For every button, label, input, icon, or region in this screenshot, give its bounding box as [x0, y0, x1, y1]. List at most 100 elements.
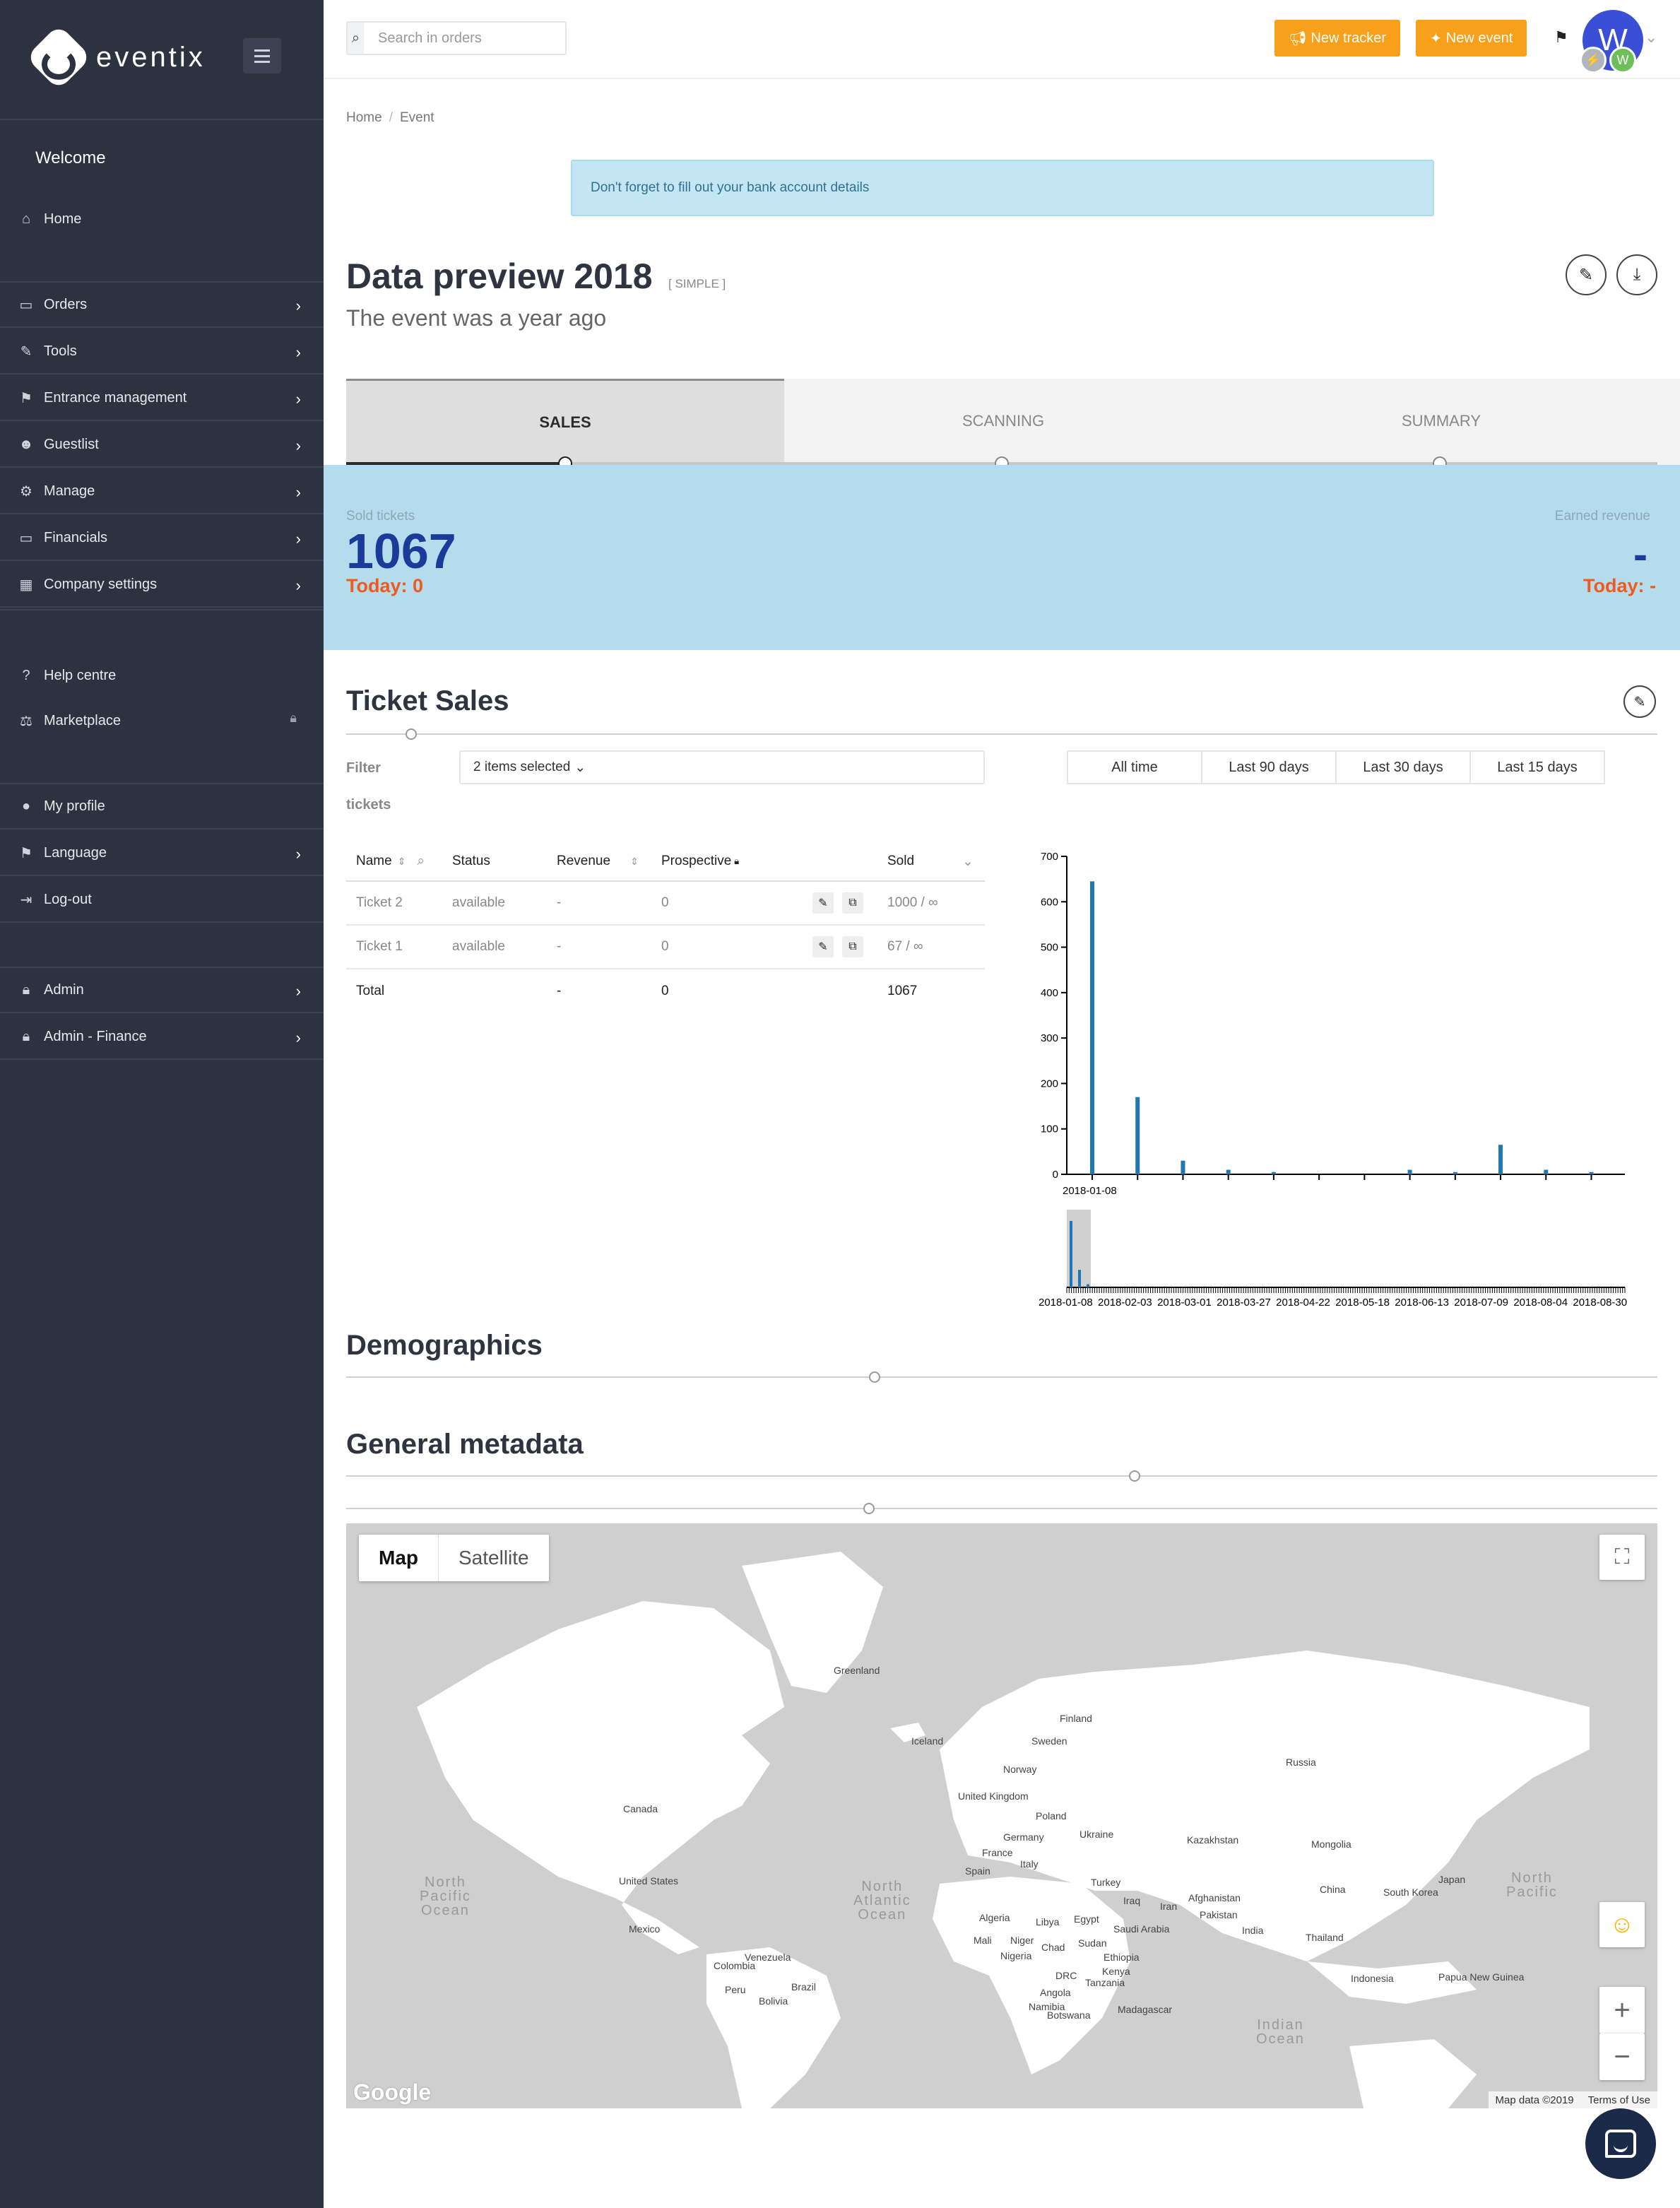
- sidebar-item-label: Tools: [44, 343, 77, 359]
- menu-toggle-button[interactable]: [243, 38, 281, 73]
- map-place-label: Algeria: [979, 1912, 1010, 1923]
- sidebar-divider: [0, 967, 324, 968]
- flag-icon: ⚑: [20, 845, 32, 861]
- map-land: [417, 1552, 1590, 2108]
- sold-tickets-label: Sold tickets: [346, 509, 415, 524]
- ticket-sales-settings-button[interactable]: ✎: [1623, 685, 1656, 718]
- new-tracker-button[interactable]: 📢︎ New tracker: [1274, 20, 1401, 57]
- column-menu-icon[interactable]: ⌄: [962, 854, 974, 869]
- map-type-satellite-button[interactable]: Satellite: [459, 1547, 529, 1569]
- overview-bar: [1087, 1284, 1089, 1287]
- sidebar-item-tools[interactable]: ✎ Tools ›: [0, 329, 324, 374]
- map-place-label: Chad: [1041, 1942, 1065, 1953]
- map-place-label: Mali: [974, 1935, 992, 1946]
- range-last-30-button[interactable]: Last 30 days: [1335, 750, 1471, 784]
- money-icon: ▭: [19, 530, 33, 546]
- map-place-label: Italy: [1020, 1858, 1039, 1870]
- sold-tickets-value: 1067: [346, 524, 456, 579]
- overview-tick-label: 2018-05-18: [1335, 1297, 1390, 1309]
- sidebar-item-label: Guestlist: [44, 436, 99, 452]
- map-place-label: Turkey: [1091, 1877, 1121, 1888]
- sidebar-divider: [0, 609, 324, 610]
- sidebar-item-help-centre[interactable]: ? Help centre: [0, 653, 324, 698]
- y-tick-label: 700: [1041, 851, 1058, 863]
- map-place-label: Botswana: [1047, 2009, 1091, 2021]
- tab-sales[interactable]: SALES: [346, 379, 784, 464]
- zoom-out-button[interactable]: −: [1599, 2033, 1645, 2080]
- street-view-pegman-icon[interactable]: ☺: [1599, 1902, 1645, 1947]
- range-last-15-button[interactable]: Last 15 days: [1469, 750, 1605, 784]
- map-type-map-button[interactable]: Map: [359, 1535, 439, 1581]
- overview-tick-label: 2018-03-01: [1157, 1297, 1212, 1309]
- download-button[interactable]: ⤓: [1616, 254, 1657, 295]
- sidebar-item-orders[interactable]: ▭ Orders ›: [0, 283, 324, 328]
- edit-button[interactable]: ✎: [1566, 254, 1607, 295]
- sidebar-item-my-profile[interactable]: ● My profile: [0, 784, 324, 830]
- copy-icon[interactable]: ⧉: [842, 936, 863, 957]
- map-place-label: Sweden: [1031, 1735, 1067, 1747]
- sidebar-item-marketplace[interactable]: ⚖ Marketplace 🔒︎: [0, 698, 324, 743]
- sidebar-item-admin-finance[interactable]: 🔒︎ Admin - Finance ›: [0, 1015, 324, 1060]
- search-box: ⌕: [346, 21, 567, 55]
- sidebar-item-language[interactable]: ⚑ Language ›: [0, 831, 324, 876]
- overview-tick-label: 2018-02-03: [1098, 1297, 1152, 1309]
- map-footer: Map data ©2019 Terms of Use: [1488, 2091, 1657, 2108]
- map-place-label: Germany: [1003, 1831, 1044, 1843]
- sidebar-item-log-out[interactable]: ⇥ Log-out: [0, 878, 324, 923]
- map-place-label: Saudi Arabia: [1113, 1923, 1170, 1935]
- search-icon[interactable]: ⌕: [417, 854, 425, 868]
- col-revenue[interactable]: Revenue ⇕: [557, 854, 639, 868]
- map-place-label: Japan: [1438, 1874, 1466, 1885]
- sidebar-item-home[interactable]: ⌂ Home: [0, 196, 324, 242]
- edit-icon[interactable]: ✎: [812, 936, 834, 957]
- sidebar-item-financials[interactable]: ▭ Financials ›: [0, 516, 324, 561]
- sidebar-item-guestlist[interactable]: ☻ Guestlist ›: [0, 423, 324, 468]
- breadcrumb-home[interactable]: Home: [346, 110, 382, 125]
- sidebar-item-admin[interactable]: 🔒︎ Admin ›: [0, 968, 324, 1013]
- range-last-90-button[interactable]: Last 90 days: [1201, 750, 1337, 784]
- zoom-in-button[interactable]: +: [1599, 1987, 1645, 2033]
- sidebar-item-entrance-management[interactable]: ⚑ Entrance management ›: [0, 376, 324, 421]
- table-row[interactable]: Ticket 2 available - 0 ✎ ⧉ 1000 / ∞: [346, 882, 985, 926]
- map-place-label: Angola: [1040, 1987, 1071, 1998]
- copy-icon[interactable]: ⧉: [842, 892, 863, 914]
- world-map[interactable]: Greenland Iceland Finland Sweden Norway Russi…: [346, 1523, 1657, 2108]
- x-tick-label: 2018-01-08: [1063, 1185, 1117, 1197]
- fullscreen-icon[interactable]: ⛶: [1599, 1535, 1645, 1580]
- chat-launcher-button[interactable]: [1585, 2108, 1656, 2179]
- sidebar-item-manage[interactable]: ⚙ Manage ›: [0, 469, 324, 514]
- ticket-filter-select[interactable]: 2 items selected ⌄: [459, 750, 985, 784]
- terms-of-use-link[interactable]: Terms of Use: [1587, 2094, 1650, 2106]
- map-place-label: India: [1242, 1925, 1264, 1936]
- chevron-right-icon: ›: [295, 577, 301, 594]
- eventix-logo[interactable]: eventix: [25, 24, 206, 90]
- flag-icon[interactable]: ⚑: [1554, 28, 1568, 46]
- tab-progress-active: [346, 462, 565, 465]
- lock-icon: 🔒︎: [734, 856, 740, 866]
- edit-icon[interactable]: ✎: [812, 892, 834, 914]
- range-all-time-button[interactable]: All time: [1067, 750, 1202, 784]
- sidebar-item-label: Marketplace: [44, 712, 121, 728]
- content-layer: SALES SCANNING SUMMARY Sold tickets 1067…: [324, 79, 1680, 1492]
- tab-summary[interactable]: SUMMARY: [1401, 412, 1481, 430]
- map-place-label: Canada: [623, 1803, 658, 1814]
- search-input[interactable]: [364, 23, 565, 54]
- y-tick-label: 100: [1041, 1123, 1058, 1135]
- bar: [1589, 1171, 1594, 1174]
- chevron-right-icon: ›: [295, 845, 301, 863]
- tab-scanning[interactable]: SCANNING: [962, 412, 1045, 430]
- question-icon: ?: [22, 667, 30, 683]
- chevron-down-icon[interactable]: ⌄: [1645, 28, 1658, 46]
- search-icon[interactable]: ⌕: [348, 23, 364, 54]
- overview-tick-label: 2018-01-08: [1039, 1297, 1093, 1309]
- new-event-button[interactable]: ✦ New event: [1416, 20, 1527, 57]
- col-name[interactable]: Name ⇕ ⌕: [356, 854, 425, 868]
- money-icon: ▭: [19, 297, 33, 313]
- table-row[interactable]: Ticket 1 available - 0 ✎ ⧉ 67 / ∞: [346, 926, 985, 969]
- bar: [1271, 1171, 1276, 1174]
- download-icon: ⤓: [1633, 265, 1641, 284]
- sidebar-item-company-settings[interactable]: ▦ Company settings ›: [0, 562, 324, 608]
- bar: [1498, 1145, 1503, 1174]
- map-place-label: Iraq: [1123, 1895, 1141, 1906]
- bar: [1135, 1097, 1140, 1174]
